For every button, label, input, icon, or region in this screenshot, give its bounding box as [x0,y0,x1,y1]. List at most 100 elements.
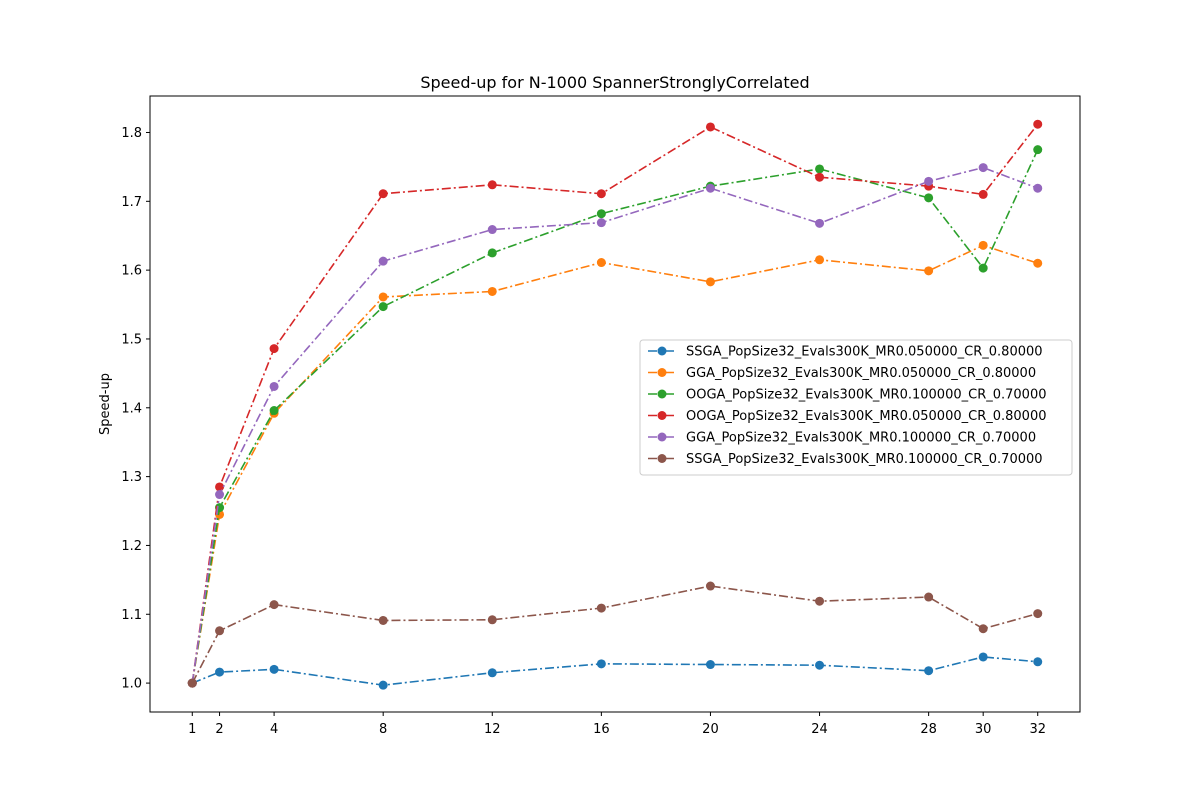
x-tick-label: 32 [1029,722,1046,737]
series-5-point [215,490,225,500]
y-tick-label: 1.0 [121,677,142,692]
series-5-point [815,218,825,228]
legend-swatch-marker [657,454,667,463]
series-5-point [924,176,934,186]
series-4-point [1033,119,1043,129]
series-6-point [1033,609,1043,619]
series-1-point [378,680,388,690]
series-2-point [705,277,715,287]
series-1-point [215,667,225,677]
legend-label: SSGA_PopSize32_Evals300K_MR0.050000_CR_0… [686,345,1043,360]
axes: 1 2 4 8 12 16 20 24 28 30 321.01.11.21.31.41.51.61… [121,95,1081,737]
series-1-point [815,660,825,670]
series-3-point [978,263,988,273]
series-4-point [215,482,225,492]
legend-entry: OOGA_PopSize32_Evals300K_MR0.050000_CR_0… [648,409,1046,424]
series-5-point [978,163,988,173]
legend-swatch-marker [657,346,667,356]
series-2-point [815,255,825,265]
series-2-point [924,266,934,276]
series-1-point [924,666,934,676]
series-4-point [378,189,388,199]
legend-entry: GGA_PopSize32_Evals300K_MR0.050000_CR_0.… [648,366,1036,381]
x-tick-label: 16 [593,722,610,737]
series-5-point [487,225,497,235]
series-3-point [487,248,497,258]
series-2-point [596,258,606,268]
series-4-point [978,189,988,199]
x-tick-label: 30 [975,722,992,737]
series-2-point [1033,258,1043,268]
plot-area [187,119,1043,690]
series-6-point [187,678,197,688]
series-5-point [596,218,606,228]
series-3-point [1033,145,1043,155]
series-1-point [705,660,715,670]
y-tick-label: 1.8 [121,126,142,141]
x-tick-label: 28 [920,722,937,737]
legend-entry: GGA_PopSize32_Evals300K_MR0.100000_CR_0.… [648,431,1036,446]
series-6 [187,581,1043,688]
x-tick-label: 4 [270,722,278,737]
legend-box [639,339,1073,476]
legend-swatch-marker [657,389,667,399]
series-5 [187,163,1043,688]
series-1 [187,652,1043,690]
series-4-point [596,189,606,199]
y-tick-label: 1.2 [121,539,142,554]
series-6-point [596,603,606,613]
x-tick-label: 20 [702,722,719,737]
x-tick-label: 8 [379,722,387,737]
series-3-line [191,149,1039,684]
series-6-point [924,592,934,602]
legend-label: SSGA_PopSize32_Evals300K_MR0.100000_CR_0… [686,452,1043,467]
series-1-point [978,652,988,662]
series-1-point [269,664,279,674]
series-4-point [815,172,825,182]
series-6-point [215,626,225,636]
series-1-point [1033,657,1043,667]
series-5-point [378,256,388,266]
y-tick-label: 1.7 [121,195,142,210]
series-3-point [815,164,825,174]
series-2-point [378,292,388,302]
series-3-point [596,209,606,219]
series-2-point [487,286,497,296]
series-6-point [269,600,279,610]
series-4-point [487,180,497,190]
chart-title: Speed-up for N-1000 SpannerStronglyCorre… [420,73,809,92]
series-5-point [705,183,715,193]
y-tick-label: 1.4 [121,401,142,416]
x-tick-label: 12 [484,722,501,737]
legend-entry: OOGA_PopSize32_Evals300K_MR0.100000_CR_0… [648,388,1046,403]
legend-label: OOGA_PopSize32_Evals300K_MR0.050000_CR_0… [686,409,1046,424]
series-6-point [487,615,497,625]
series-3-point [924,193,934,203]
y-tick-label: 1.3 [121,470,142,485]
legend-label: OOGA_PopSize32_Evals300K_MR0.100000_CR_0… [686,388,1046,403]
x-tick-label: 24 [811,722,828,737]
series-6-point [705,581,715,591]
y-tick-label: 1.1 [121,608,142,623]
series-6-point [815,596,825,606]
series-1-point [596,659,606,669]
legend-label: GGA_PopSize32_Evals300K_MR0.050000_CR_0.… [686,366,1036,381]
y-axis-label: Speed-up [98,373,113,435]
series-6-point [378,615,388,625]
legend-label: GGA_PopSize32_Evals300K_MR0.100000_CR_0.… [686,431,1036,446]
y-tick-label: 1.6 [121,264,142,279]
series-1-point [487,668,497,678]
series-4-point [269,344,279,354]
series-3-point [269,406,279,416]
series-4-point [705,122,715,132]
legend-entry: SSGA_PopSize32_Evals300K_MR0.050000_CR_0… [648,345,1043,360]
x-tick-label: 2 [215,722,223,737]
series-5-point [269,381,279,391]
legend-swatch-marker [657,368,667,377]
series-5-point [1033,183,1043,193]
series-2-point [978,240,988,250]
y-tick-label: 1.5 [121,332,142,347]
series-6-point [978,624,988,634]
x-tick-label: 1 [188,722,196,737]
